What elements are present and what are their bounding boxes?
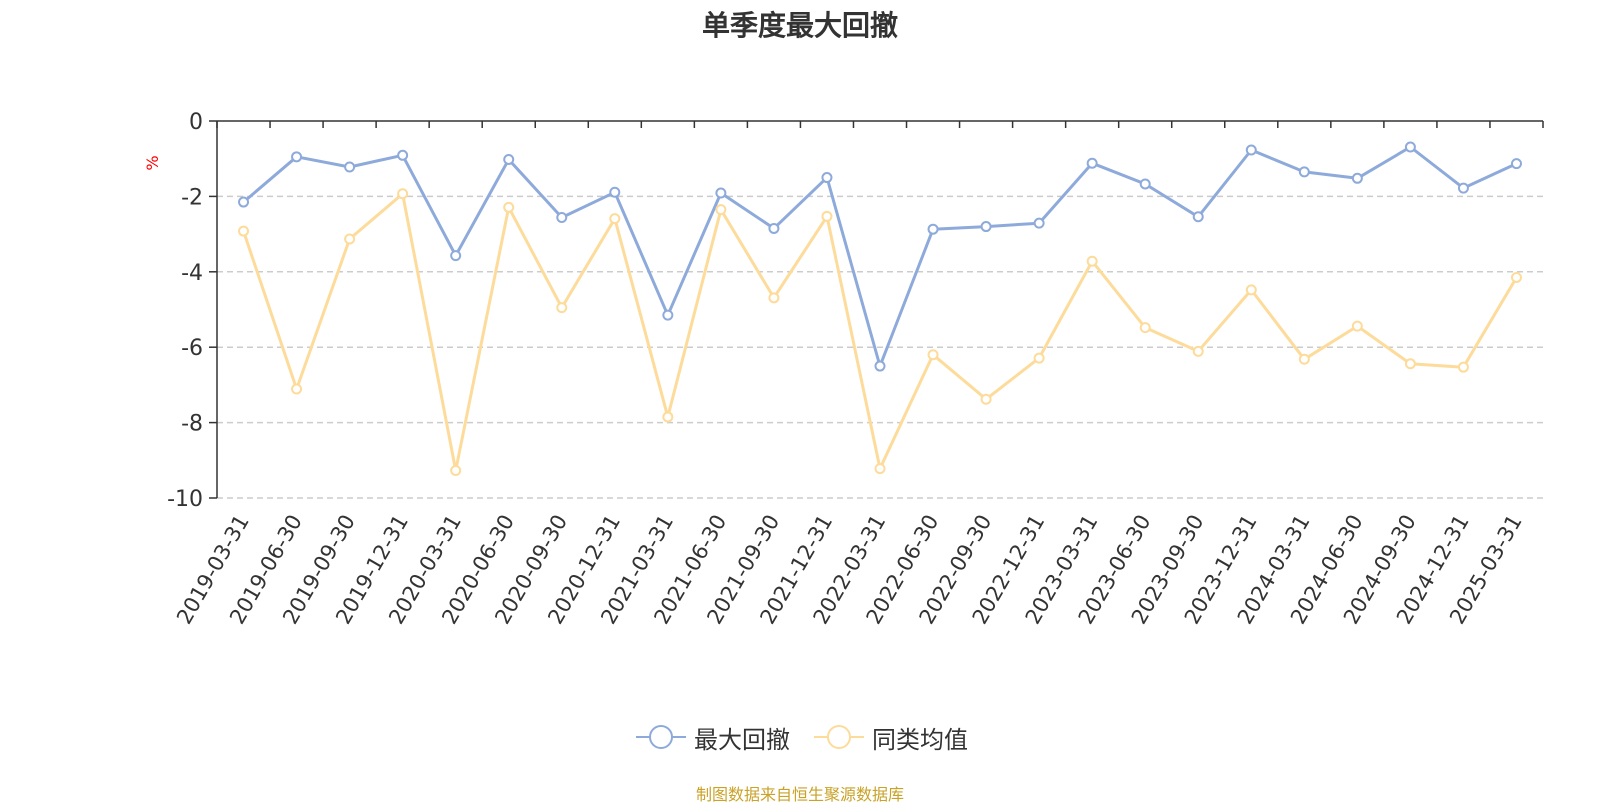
x-tick-labels: 2019-03-312019-06-302019-09-302019-12-31… (172, 511, 1527, 629)
data-point-series-1 (238, 196, 250, 208)
data-point-series-2 (1192, 345, 1204, 357)
data-point-series-2 (609, 213, 621, 225)
data-point-series-2 (1298, 353, 1310, 365)
chart-title: 单季度最大回撤 (701, 9, 898, 42)
y-tick-label: -8 (181, 412, 203, 437)
y-axis-label: % (143, 155, 162, 170)
data-point-series-2 (344, 233, 356, 245)
data-point-series-1 (344, 161, 356, 173)
legend-label-series-2: 同类均值 (872, 725, 968, 754)
data-point-series-1 (1245, 144, 1257, 156)
legend-item-series-2[interactable]: 同类均值 (814, 722, 968, 754)
data-point-series-1 (980, 221, 992, 233)
grid-lines (217, 195, 1543, 499)
data-point-series-2 (238, 225, 250, 237)
data-point-series-2 (980, 393, 992, 405)
series-line-2 (242, 192, 1518, 472)
y-tick-label: -4 (181, 261, 203, 286)
data-point-series-2 (1139, 322, 1151, 334)
legend-swatch-series-1 (636, 725, 686, 749)
data-point-series-2 (450, 464, 462, 476)
data-point-series-1 (821, 172, 833, 184)
data-point-series-2 (291, 383, 303, 395)
data-point-series-1 (662, 309, 674, 321)
data-point-series-2 (1086, 255, 1098, 267)
data-point-series-2 (503, 201, 515, 213)
data-point-series-1 (1033, 217, 1045, 229)
data-point-series-1 (291, 151, 303, 163)
y-tick-labels: 0 -2 -4 -6 -8 -10 (167, 110, 203, 512)
data-point-series-2 (874, 463, 886, 475)
data-point-series-1 (768, 222, 780, 234)
data-point-series-1 (450, 250, 462, 262)
data-point-series-1 (1086, 157, 1098, 169)
data-point-series-2 (821, 210, 833, 222)
data-point-series-2 (1351, 320, 1363, 332)
series-lines (238, 141, 1522, 476)
data-point-series-1 (609, 186, 621, 198)
data-point-series-1 (1510, 158, 1522, 170)
data-point-series-1 (397, 149, 409, 161)
data-point-series-2 (1033, 352, 1045, 364)
data-point-series-2 (662, 411, 674, 423)
data-point-series-2 (1510, 271, 1522, 283)
data-point-series-1 (927, 223, 939, 235)
data-point-series-2 (768, 292, 780, 304)
data-point-series-1 (1298, 166, 1310, 178)
data-point-series-1 (1192, 211, 1204, 223)
data-point-series-1 (1351, 172, 1363, 184)
data-point-series-2 (556, 302, 568, 314)
data-point-series-1 (1139, 178, 1151, 190)
legend-item-series-1[interactable]: 最大回撤 (636, 722, 790, 754)
data-point-series-1 (1457, 182, 1469, 194)
data-point-series-1 (715, 187, 727, 199)
data-point-series-1 (1404, 141, 1416, 153)
series-line-1 (242, 145, 1518, 368)
data-point-series-2 (1245, 284, 1257, 296)
data-point-series-2 (715, 204, 727, 216)
y-tick-label: -10 (167, 487, 203, 512)
axes (209, 120, 1544, 499)
legend-label-series-1: 最大回撤 (694, 725, 790, 754)
y-tick-label: 0 (189, 110, 203, 135)
data-point-series-2 (1404, 358, 1416, 370)
y-tick-label: -6 (181, 336, 203, 361)
legend-swatch-series-2 (814, 725, 864, 749)
data-point-series-1 (874, 360, 886, 372)
y-tick-label: -2 (181, 185, 203, 210)
data-point-series-2 (927, 349, 939, 361)
data-point-series-1 (503, 153, 515, 165)
data-point-series-2 (1457, 361, 1469, 373)
data-point-series-2 (397, 188, 409, 200)
data-source-note: 制图数据来自恒生聚源数据库 (695, 785, 904, 804)
data-point-series-1 (556, 212, 568, 224)
